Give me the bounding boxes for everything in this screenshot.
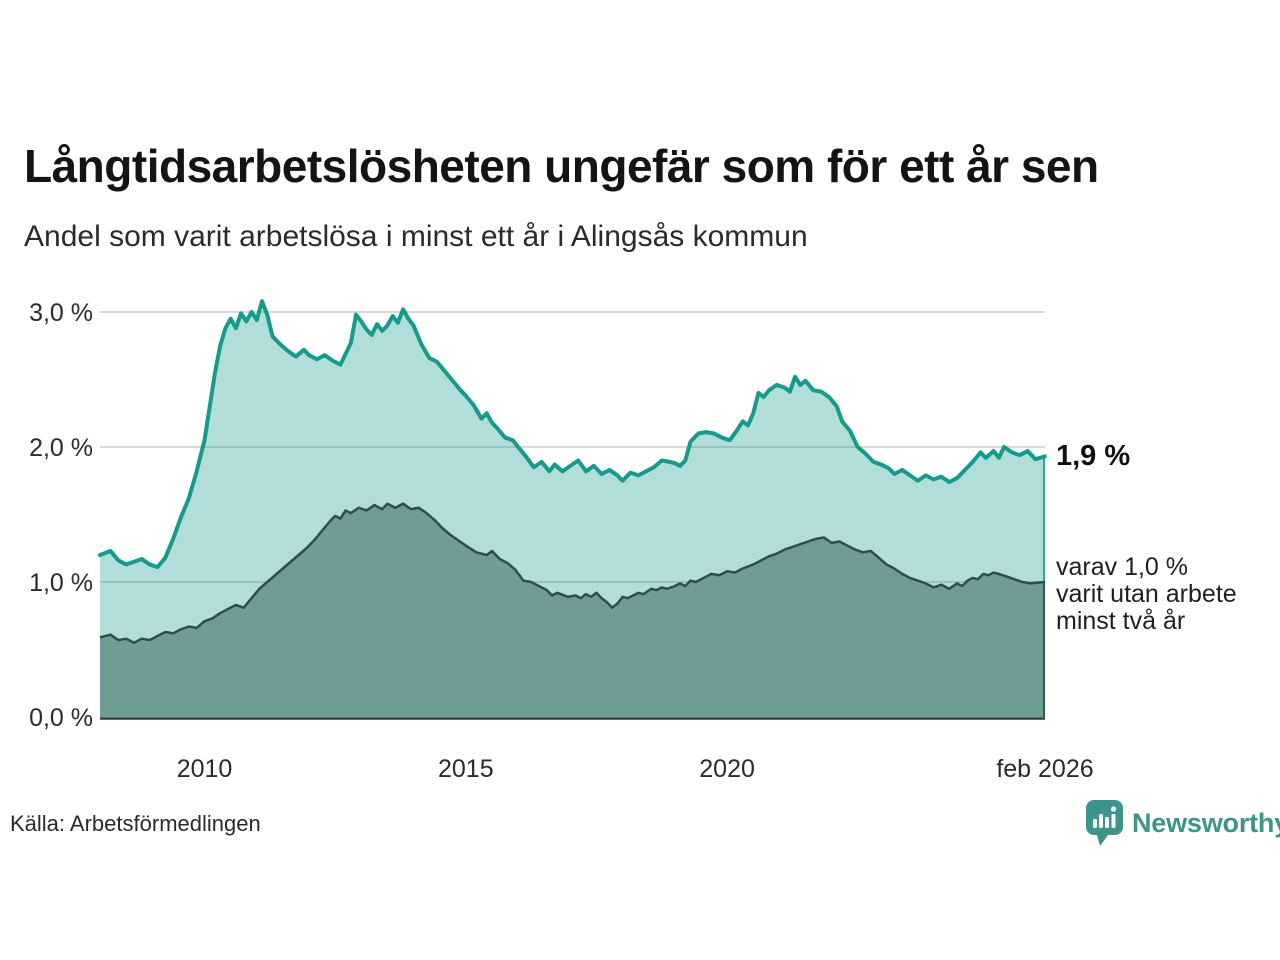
annotation-line-2: varit utan arbete bbox=[1056, 580, 1237, 608]
newsworthy-logo: Newsworthy bbox=[1086, 800, 1280, 846]
newsworthy-logo-text: Newsworthy bbox=[1132, 807, 1280, 838]
annotation-line-1: varav 1,0 % bbox=[1056, 553, 1189, 581]
newsworthy-logo-icon bbox=[1086, 800, 1123, 846]
x-tick-label: 2010 bbox=[177, 755, 233, 783]
y-tick-label: 3,0 % bbox=[29, 299, 93, 327]
x-tick-label: feb 2026 bbox=[996, 755, 1093, 783]
page-subtitle: Andel som varit arbetslösa i minst ett å… bbox=[24, 220, 808, 253]
line-one-year bbox=[98, 299, 1047, 570]
y-tick-label: 1,0 % bbox=[29, 569, 93, 597]
x-tick-label: 2015 bbox=[438, 755, 494, 783]
y-tick-label: 2,0 % bbox=[29, 434, 93, 462]
page-title: Långtidsarbetslösheten ungefär som för e… bbox=[24, 140, 1099, 192]
annotation-line-3: minst två år bbox=[1056, 607, 1186, 635]
end-label-one-year: 1,9 % bbox=[1056, 440, 1131, 472]
y-tick-label: 0,0 % bbox=[29, 704, 93, 732]
area-two-years bbox=[100, 503, 1045, 717]
x-tick-label: 2020 bbox=[699, 755, 755, 783]
line-two-years bbox=[99, 502, 1045, 644]
source-credit: Källa: Arbetsförmedlingen bbox=[10, 811, 261, 836]
end-label-two-years: varav 1,0 % varit utan arbete minst två … bbox=[1056, 554, 1237, 635]
